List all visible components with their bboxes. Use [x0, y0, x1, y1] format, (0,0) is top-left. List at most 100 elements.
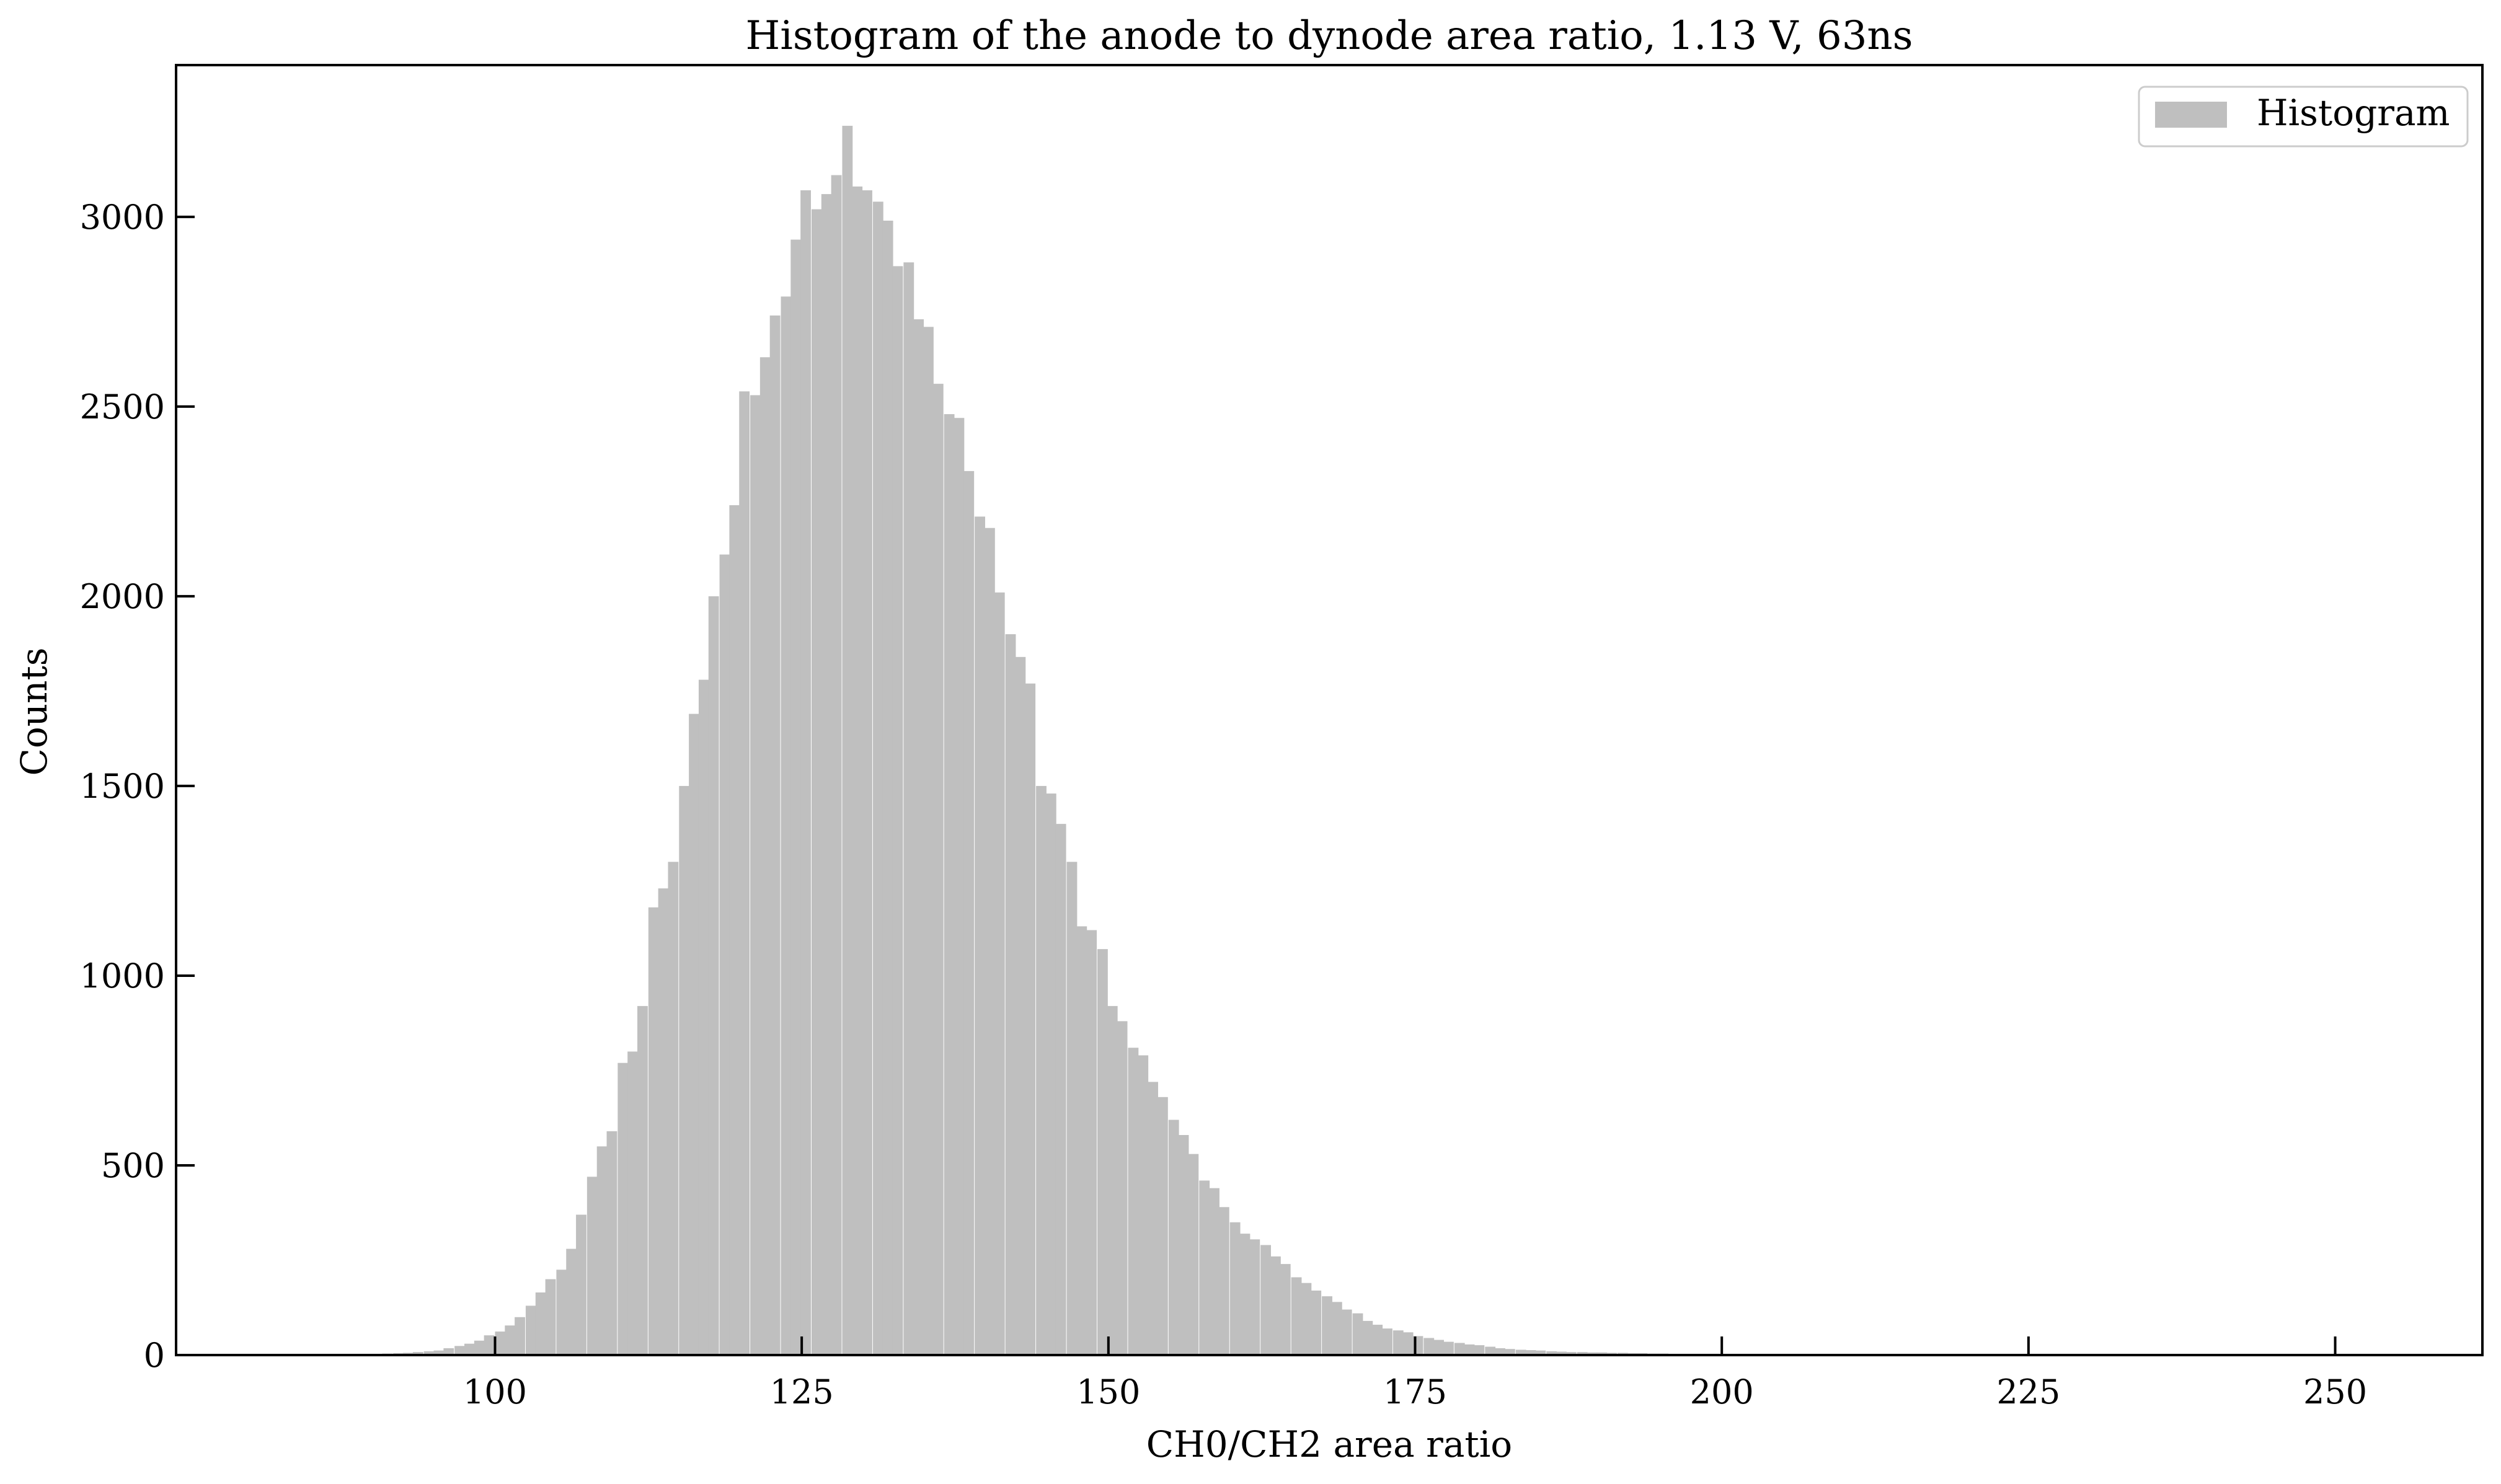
histogram-bar: [1138, 1055, 1149, 1355]
histogram-bar: [1270, 1256, 1281, 1355]
histogram-bar: [1525, 1350, 1536, 1355]
histogram-bar: [852, 186, 863, 1355]
histogram-bar: [1443, 1341, 1454, 1355]
legend-swatch: [2155, 102, 2227, 128]
histogram-bar: [1097, 949, 1108, 1355]
histogram-bar: [1291, 1277, 1302, 1355]
histogram-bar: [984, 528, 995, 1356]
histogram-bar: [821, 194, 832, 1356]
histogram-bar: [668, 862, 679, 1355]
histogram-bar: [1036, 785, 1047, 1355]
histogram-bar: [903, 262, 914, 1355]
histogram-bar: [1311, 1290, 1322, 1355]
histogram-bar: [1322, 1296, 1332, 1355]
legend: Histogram: [2138, 86, 2469, 148]
histogram-bar: [648, 907, 659, 1355]
x-tick-label: 100: [463, 1372, 527, 1411]
histogram-bar: [739, 391, 750, 1355]
x-tick-label: 175: [1383, 1372, 1447, 1411]
x-axis-label: CH0/CH2 area ratio: [1146, 1423, 1512, 1465]
histogram-bar: [576, 1214, 587, 1355]
histogram-bar: [963, 470, 975, 1355]
histogram-bar: [1331, 1302, 1342, 1355]
histogram-bar: [1239, 1234, 1250, 1355]
histogram-bar: [1066, 862, 1078, 1355]
y-tick-label: 500: [101, 1146, 165, 1185]
histogram-bar: [994, 592, 1005, 1355]
histogram-bar: [1229, 1222, 1241, 1355]
y-tick-label: 2000: [80, 577, 165, 616]
histogram-bar: [1515, 1349, 1526, 1355]
histogram-bar: [1301, 1283, 1312, 1355]
histogram-bar: [1504, 1349, 1515, 1355]
histogram-bar: [1188, 1154, 1199, 1355]
histogram-bar: [1596, 1352, 1608, 1355]
histogram-bar: [1341, 1309, 1352, 1355]
histogram-bar: [1178, 1135, 1189, 1355]
histogram-bar: [892, 266, 903, 1355]
histogram-bar: [464, 1343, 475, 1355]
histogram-bar: [1005, 634, 1016, 1355]
histogram-bar: [750, 395, 761, 1355]
histogram-bar: [954, 418, 965, 1356]
y-tick-label: 1000: [80, 956, 165, 996]
legend-entry-histogram: Histogram: [2257, 92, 2450, 134]
histogram-bar: [1107, 1005, 1118, 1355]
histogram-bar: [1577, 1352, 1588, 1355]
histogram-bar: [535, 1292, 546, 1355]
x-tick-label: 200: [1690, 1372, 1754, 1411]
histogram-bar: [872, 201, 883, 1356]
histogram-bar: [689, 713, 699, 1355]
chart-title: Histogram of the anode to dynode area ra…: [746, 13, 1913, 59]
histogram-bar: [1392, 1330, 1404, 1355]
histogram-bar: [1565, 1352, 1577, 1355]
y-axis-label: Counts: [13, 647, 55, 775]
histogram-bar: [566, 1248, 577, 1355]
histogram-bar: [1454, 1343, 1465, 1355]
histogram-bar: [1372, 1325, 1383, 1355]
histogram-bar: [1464, 1344, 1475, 1355]
histogram-bar: [811, 209, 822, 1356]
histogram-bar: [1474, 1345, 1485, 1355]
histogram-bar: [1168, 1120, 1179, 1355]
histogram-bar: [556, 1270, 567, 1355]
histogram-bar: [1352, 1313, 1363, 1355]
histogram-bar: [637, 1005, 648, 1355]
histogram-bar: [944, 414, 955, 1355]
histogram-bar: [1556, 1351, 1567, 1355]
histogram-bar: [913, 319, 924, 1355]
histogram-bar: [698, 679, 709, 1355]
bars-layer: [372, 125, 1832, 1356]
histogram-bar: [1402, 1332, 1414, 1355]
histogram-bar: [842, 125, 853, 1356]
histogram-bar: [1148, 1082, 1158, 1355]
histogram-bar: [1485, 1346, 1496, 1355]
histogram-bar: [781, 296, 792, 1355]
histogram-bar: [1535, 1350, 1546, 1355]
histogram-bar: [932, 384, 944, 1355]
histogram-bar: [800, 190, 811, 1356]
histogram-bar: [1128, 1048, 1139, 1355]
histogram-bar: [1546, 1351, 1557, 1355]
x-tick-label: 125: [770, 1372, 834, 1411]
histogram-bar: [1260, 1245, 1272, 1355]
histogram-bar: [484, 1335, 495, 1355]
histogram-bar: [658, 888, 669, 1355]
histogram-bar: [1495, 1348, 1505, 1355]
histogram-bar: [412, 1352, 423, 1355]
histogram-bar: [1117, 1021, 1128, 1355]
histogram-bar: [1280, 1264, 1291, 1355]
histogram-bar: [505, 1325, 516, 1355]
histogram-bar: [1433, 1340, 1445, 1355]
y-tick-label: 3000: [80, 198, 165, 237]
x-axis-ticks: 100 125 150 175 200 225 250: [463, 1336, 2367, 1411]
histogram-bar: [882, 220, 893, 1356]
histogram-bar: [831, 175, 842, 1355]
y-tick-label: 1500: [80, 767, 165, 806]
histogram-bar: [1157, 1097, 1168, 1355]
histogram-bar: [443, 1348, 454, 1355]
plot-frame: [175, 64, 2484, 1356]
histogram-bar: [1587, 1352, 1598, 1355]
